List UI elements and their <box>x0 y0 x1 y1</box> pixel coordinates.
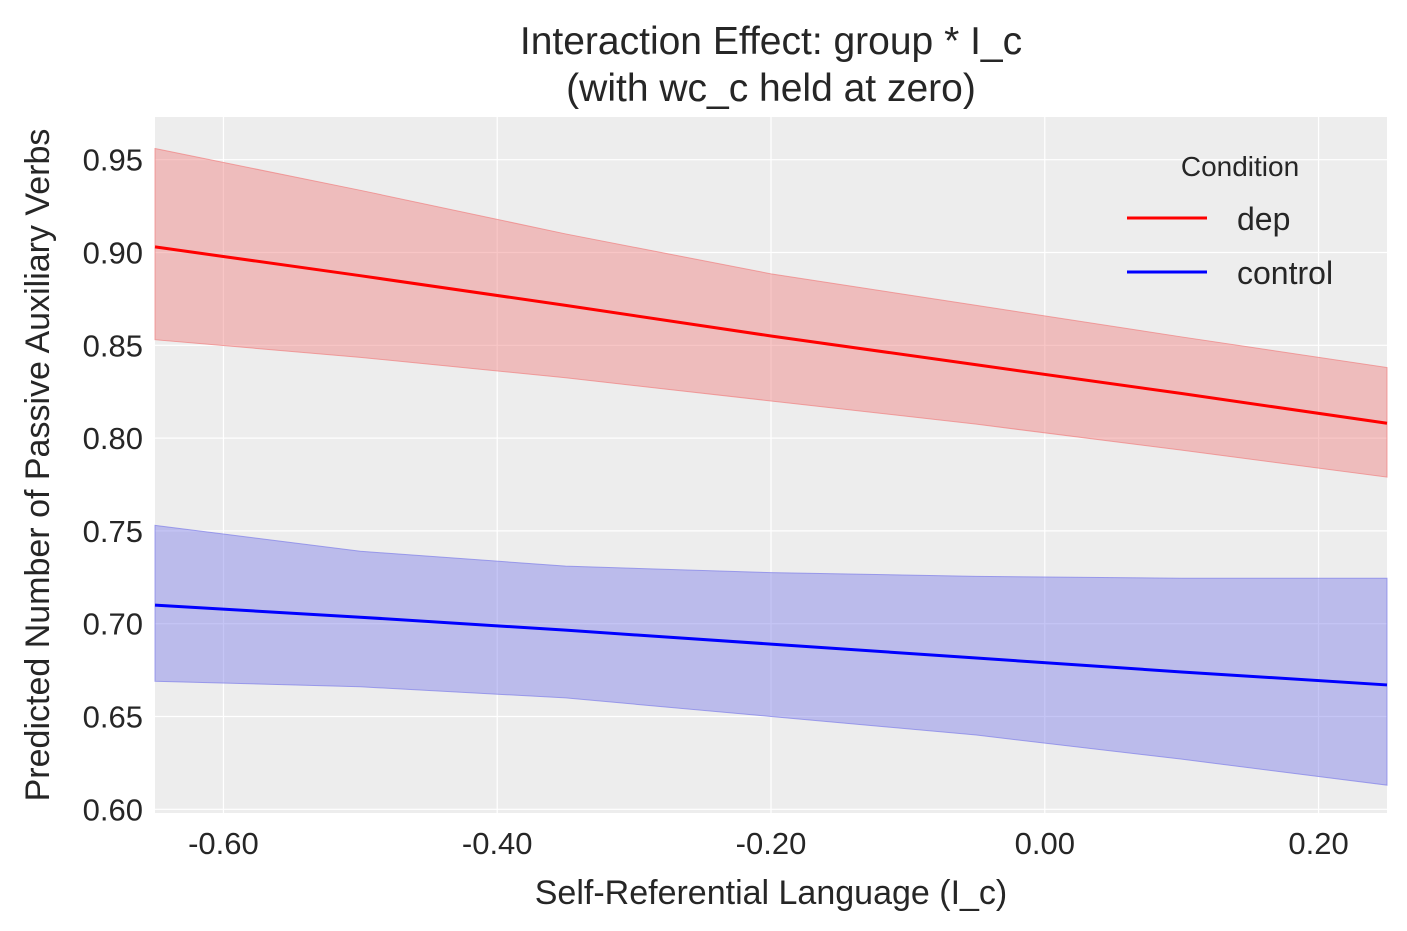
x-tick-label: -0.60 <box>188 826 259 861</box>
y-tick-label: 0.80 <box>83 421 143 456</box>
y-tick-label: 0.60 <box>83 792 143 827</box>
confidence-bands <box>154 147 1388 786</box>
y-tick-label: 0.85 <box>83 328 143 363</box>
series-lines <box>154 245 1388 687</box>
confidence-band-control <box>154 524 1388 786</box>
legend-label-dep: dep <box>1237 201 1290 237</box>
legend-title: Condition <box>1181 151 1299 182</box>
series-line-control <box>154 603 1388 687</box>
x-tick-label: 0.00 <box>1015 826 1075 861</box>
y-tick-label: 0.75 <box>83 514 143 549</box>
legend-label-control: control <box>1237 255 1333 291</box>
x-tick-label: -0.40 <box>462 826 533 861</box>
legend: Condition dep control <box>1127 151 1333 291</box>
x-tick-label: 0.20 <box>1288 826 1348 861</box>
x-tick-label: -0.20 <box>736 826 807 861</box>
grid <box>155 117 1387 813</box>
chart-subtitle: (with wc_c held at zero) <box>566 67 976 110</box>
chart-title: Interaction Effect: group * I_c <box>520 20 1022 63</box>
y-tick-label: 0.90 <box>83 235 143 270</box>
y-tick-label: 0.70 <box>83 607 143 642</box>
confidence-band-dep <box>154 147 1388 478</box>
y-ticks: 0.60 0.65 0.70 0.75 0.80 0.85 0.90 0.95 <box>83 143 143 828</box>
y-tick-label: 0.95 <box>83 143 143 178</box>
x-ticks: -0.60 -0.40 -0.20 0.00 0.20 <box>188 826 1349 861</box>
y-tick-label: 0.65 <box>83 699 143 734</box>
x-axis-label: Self-Referential Language (I_c) <box>535 874 1008 912</box>
series-line-dep <box>154 245 1388 425</box>
y-axis-label: Predicted Number of Passive Auxiliary Ve… <box>19 129 57 802</box>
